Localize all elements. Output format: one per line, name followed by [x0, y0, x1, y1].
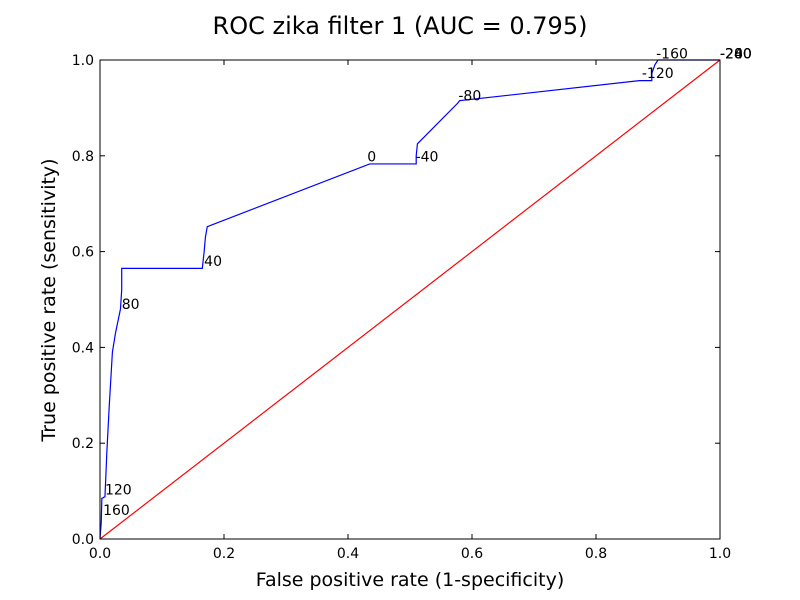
- y-tick-label: 0.0: [72, 532, 94, 548]
- threshold-label: -240: [720, 47, 752, 63]
- threshold-label: -80: [458, 89, 481, 105]
- threshold-label: 40: [204, 254, 222, 270]
- diagonal-reference-line: [99, 59, 721, 540]
- x-tick-label: 0.6: [461, 546, 483, 562]
- x-axis-label: False positive rate (1-specificity): [256, 569, 564, 591]
- y-tick-label: 0.2: [72, 436, 94, 452]
- threshold-label: -280: [720, 47, 752, 63]
- tick-layer: 0.0 0.2 0.4 0.6 0.8 1.0 0.0 0.2 0.4 0.6 0.8 1.0: [72, 53, 731, 562]
- threshold-label: -40: [416, 150, 439, 166]
- plot-frame: [99, 59, 721, 540]
- y-tick-label: 0.4: [72, 340, 94, 356]
- x-tick-label: 0.0: [89, 546, 111, 562]
- threshold-label: 120: [105, 482, 132, 498]
- threshold-label: -200: [720, 47, 752, 63]
- roc-curve-line: [99, 59, 720, 540]
- series-layer: [99, 59, 721, 540]
- threshold-label: 80: [122, 297, 140, 313]
- x-tick-label: 0.4: [337, 546, 359, 562]
- y-tick-label: 0.6: [72, 245, 94, 261]
- threshold-label: -160: [656, 47, 688, 63]
- threshold-label: -120: [642, 66, 674, 82]
- y-axis-label: True positive rate (sensitivity): [38, 158, 60, 442]
- x-tick-label: 1.0: [709, 546, 731, 562]
- x-tick-label: 0.2: [213, 546, 235, 562]
- chart-title: ROC zika filter 1 (AUC = 0.795): [213, 12, 588, 40]
- y-tick-label: 1.0: [72, 53, 94, 69]
- y-tick-label: 0.8: [72, 149, 94, 165]
- x-tick-label: 0.8: [585, 546, 607, 562]
- threshold-label: 0: [367, 150, 376, 166]
- plot-area: 160 120 80 40 0 -40 -80 -120 -160 -200-240-280 0.…: [72, 47, 752, 562]
- threshold-label: 160: [103, 503, 130, 519]
- annotation-layer: 160 120 80 40 0 -40 -80 -120 -160 -200-240-280: [103, 47, 752, 519]
